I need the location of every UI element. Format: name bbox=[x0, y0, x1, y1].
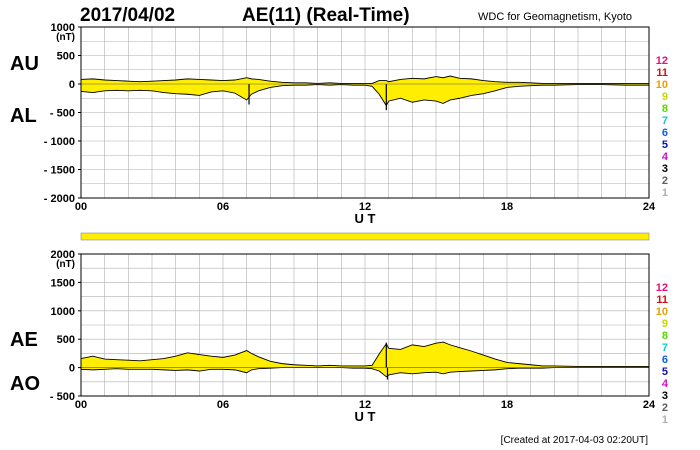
y-tick-label: - 500 bbox=[50, 391, 75, 403]
y-tick-label: 0 bbox=[69, 79, 75, 91]
y-tick-label: 500 bbox=[57, 334, 75, 346]
station-count-label: 12 bbox=[656, 282, 668, 294]
created-timestamp: [Created at 2017-04-03 02:20UT] bbox=[501, 435, 649, 446]
y-tick-label: - 2000 bbox=[44, 193, 75, 205]
station-count-label: 1 bbox=[662, 187, 668, 199]
chart-panel-1: 1000 500 0 - 500 - 1000 - 1500 - 2000 (nT) 00 06 1… bbox=[44, 22, 669, 226]
x-tick-label: 12 bbox=[359, 201, 371, 213]
plot-frame bbox=[80, 253, 650, 397]
station-count-label: 2 bbox=[662, 402, 668, 414]
station-count-label: 11 bbox=[656, 294, 668, 306]
chart-title: AE(11) (Real-Time) bbox=[242, 5, 410, 26]
series-line-au bbox=[80, 75, 649, 84]
x-tick-label: 24 bbox=[643, 399, 656, 411]
ae-label: AE bbox=[10, 329, 38, 351]
area-fill bbox=[81, 342, 649, 377]
station-count-label: 8 bbox=[662, 330, 668, 342]
y-unit-label: (nT) bbox=[56, 259, 75, 270]
station-count-label: 2 bbox=[662, 175, 668, 187]
station-count-label: 5 bbox=[662, 366, 668, 378]
station-count-label: 4 bbox=[662, 151, 669, 163]
station-count-label: 1 bbox=[662, 414, 668, 426]
x-tick-label: 12 bbox=[359, 399, 371, 411]
station-count-label: 10 bbox=[656, 79, 668, 91]
x-tick-label: 24 bbox=[643, 201, 656, 213]
series-line-ae bbox=[80, 341, 649, 367]
x-tick-label: 06 bbox=[217, 201, 229, 213]
station-count-label: 6 bbox=[662, 354, 668, 366]
x-axis-title: U T bbox=[355, 211, 376, 226]
x-tick-label: 06 bbox=[217, 399, 229, 411]
series-line-ao bbox=[80, 367, 649, 378]
y-tick-label: 0 bbox=[69, 363, 75, 375]
al-label: AL bbox=[10, 105, 37, 127]
station-count-label: 3 bbox=[662, 163, 668, 175]
y-tick-label: - 500 bbox=[50, 108, 75, 120]
x-axis-title: U T bbox=[355, 409, 376, 424]
station-count-label: 10 bbox=[656, 306, 668, 318]
station-count-label: 3 bbox=[662, 390, 668, 402]
station-count-label: 12 bbox=[656, 55, 668, 67]
ao-label: AO bbox=[10, 373, 40, 395]
station-count-label: 7 bbox=[662, 115, 668, 127]
station-count-label: 7 bbox=[662, 342, 668, 354]
y-tick-label: 1000 bbox=[51, 22, 75, 34]
y-tick-label: 1000 bbox=[51, 306, 75, 318]
au-label: AU bbox=[10, 53, 39, 75]
y-tick-label: - 1500 bbox=[44, 165, 75, 177]
station-count-label: 5 bbox=[662, 139, 668, 151]
x-tick-label: 18 bbox=[501, 201, 513, 213]
y-tick-label: 1500 bbox=[51, 277, 75, 289]
y-tick-label: 2000 bbox=[51, 249, 75, 261]
y-tick-label: - 1000 bbox=[44, 136, 75, 148]
organization-label: WDC for Geomagnetism, Kyoto bbox=[478, 11, 632, 23]
chart-date: 2017/04/02 bbox=[80, 5, 175, 26]
y-tick-label: 500 bbox=[57, 51, 75, 63]
x-tick-label: 18 bbox=[501, 399, 513, 411]
x-tick-label: 00 bbox=[75, 399, 87, 411]
coverage-bar bbox=[80, 232, 650, 241]
x-tick-label: 00 bbox=[75, 201, 87, 213]
station-count-label: 4 bbox=[662, 378, 669, 390]
station-count-label: 9 bbox=[662, 91, 668, 103]
station-count-label: 11 bbox=[656, 67, 668, 79]
station-count-label: 9 bbox=[662, 318, 668, 330]
y-unit-label: (nT) bbox=[56, 32, 75, 43]
station-count-label: 8 bbox=[662, 103, 668, 115]
station-count-label: 6 bbox=[662, 127, 668, 139]
series-line-al bbox=[80, 84, 649, 107]
area-fill bbox=[81, 76, 649, 106]
